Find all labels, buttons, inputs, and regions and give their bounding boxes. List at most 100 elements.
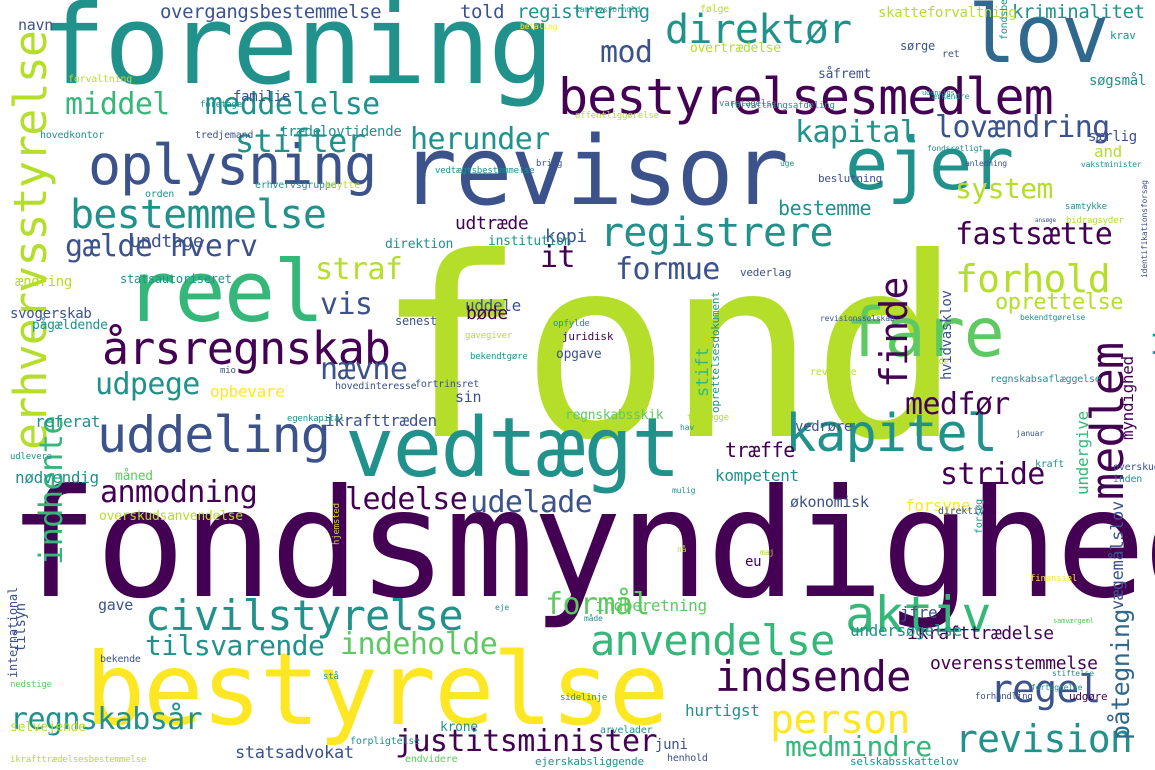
- word-juridisk: juridisk: [562, 330, 614, 343]
- word-opgave: opgave: [556, 347, 602, 362]
- word-till-gge: tillægge: [687, 413, 729, 423]
- word-vedr-re: vedrøre: [795, 419, 853, 435]
- word-indhente: indhente: [32, 415, 70, 565]
- word-bekendtg-relse: bekendtgørelse: [1020, 313, 1086, 322]
- word-stride: stride: [940, 457, 1045, 492]
- word-hovedinteresse: hovedinteresse: [335, 381, 417, 392]
- word-ans-ge: ansøge: [1035, 217, 1056, 224]
- word-samlivsforhold: samlivsforhold: [575, 5, 641, 14]
- word-unders-gelse: undersøgelse: [850, 621, 962, 640]
- word-s-rlig: særlig: [1088, 129, 1137, 145]
- word-offentligg-relse: offentliggørelse: [575, 111, 659, 121]
- word-ledelse: ledelse: [345, 482, 468, 517]
- word-eu: eu: [745, 554, 762, 570]
- word-uge: uge: [780, 159, 794, 168]
- word-ejerskabsliggende: ejerskabsliggende: [535, 755, 644, 768]
- word-ret: ret: [942, 49, 960, 60]
- word-vis: vis: [320, 287, 373, 322]
- word-selvejende: selvejende: [10, 720, 86, 735]
- word-samv-rgeml: samværgeml: [1053, 617, 1094, 625]
- word-fondsretligt: fondsretligt: [927, 144, 983, 153]
- word-anledning: anledning: [965, 159, 1007, 168]
- word-forening: forening: [40, 0, 554, 109]
- word-sta-: stå: [323, 672, 339, 682]
- word-inden: inden: [1113, 474, 1143, 485]
- word-it: it: [540, 240, 576, 275]
- word-ikrafttr-delsesbestemmelse: ikrafttrædelsesbestemmelse: [10, 755, 147, 765]
- word-medf-r: medfør: [905, 387, 1010, 422]
- word-f-lge: følge: [700, 4, 730, 15]
- word-mod: mod: [600, 35, 653, 70]
- word-direktion: direktion: [385, 237, 454, 252]
- word-straf: straf: [315, 252, 403, 287]
- word-fors-g: forsøg: [974, 499, 985, 534]
- word-navn: navn: [18, 16, 53, 34]
- word-krav: krav: [1110, 29, 1136, 42]
- word-knytte: knytte: [325, 180, 360, 191]
- word--ndring: ændring: [15, 274, 73, 290]
- word-senest: senest: [395, 314, 437, 328]
- word-samtykke: samtykke: [1065, 202, 1107, 212]
- word-fare: fare: [845, 294, 1005, 373]
- word-udtr-de: udtræde: [455, 213, 529, 234]
- word-herunder: herunder: [410, 122, 550, 157]
- word-svogerskab: svogerskab: [10, 306, 92, 322]
- word-person: person: [770, 697, 911, 743]
- word-ikrafttr-den: ikrafttræden: [325, 411, 437, 430]
- word-udlevere: udlevere: [10, 452, 52, 462]
- word-overskud: overskud: [1113, 462, 1155, 473]
- word-varetagelse: varetagelse: [719, 99, 777, 109]
- word-bestyrelsesmedlem: bestyrelsesmedlem: [558, 68, 1054, 126]
- word-sin: sin: [455, 388, 482, 406]
- word-erhvervsgruppe: erhvervsgruppe: [255, 180, 337, 191]
- word-middel: middel: [65, 87, 170, 122]
- word-forsyne: forsyne: [905, 496, 971, 515]
- word-statsadvokat: statsadvokat: [235, 743, 354, 763]
- word-n-vne: nævne: [320, 352, 408, 387]
- word-regnskabsskik: regnskabsskik: [565, 408, 664, 423]
- word-vakstminister: vakstminister: [1081, 160, 1142, 169]
- word-told: told: [460, 1, 505, 23]
- word-hurtigst: hurtigst: [685, 701, 760, 720]
- word-pa-tegning: påtegning: [1106, 609, 1135, 740]
- word-bidragsyder: bidragsyder: [1066, 216, 1124, 226]
- word-sidelinje: sidelinje: [560, 693, 608, 703]
- word-vedt-gt: vedtægt: [345, 401, 681, 496]
- word-stifter: stifter: [235, 122, 366, 160]
- word-fortegnelse: fortegnelse: [1031, 683, 1083, 692]
- word-justitsminister: justitsminister: [395, 724, 658, 759]
- word-hjemsted: hjemsted: [332, 503, 342, 545]
- word-arvelader: arvelader: [600, 725, 653, 736]
- word-oprette: oprette: [1147, 307, 1155, 430]
- word-direktiv: direktiv: [938, 506, 985, 517]
- word-orden: orden: [145, 189, 175, 200]
- word-medmindre: medmindre: [785, 730, 932, 763]
- word-indberetning: indberetning: [595, 596, 707, 615]
- word-selskabsskattelov: selskabsskattelov: [850, 755, 959, 768]
- word-statsautoriseret: statsautoriseret: [120, 272, 232, 286]
- word-foretage: foretage: [200, 100, 242, 110]
- word-ma-ned: måned: [115, 469, 153, 484]
- word-v-gema-lslov: vægemålslov: [1108, 501, 1128, 610]
- word-kopi: kopi: [545, 226, 587, 247]
- word-s-rge: sørge: [900, 39, 935, 53]
- word-udenrigs: udenrigs: [922, 89, 955, 97]
- word-beslutning: beslutning: [818, 172, 883, 185]
- word-regnskabsa-r: regnskabsår: [10, 702, 203, 737]
- word--rkendre: ærkendre: [932, 92, 970, 101]
- word-fondsmyndighed: fondsmyndighed: [8, 458, 1155, 632]
- word-identifikationsforsag: identifikationsforsag: [1140, 180, 1149, 278]
- word-institution: institution: [488, 234, 572, 249]
- word-betaling: betaling: [520, 22, 558, 31]
- word-formue: formue: [615, 252, 720, 287]
- word-forhandling: forhandling: [975, 692, 1033, 702]
- word-na-: nå: [677, 545, 687, 554]
- word--konomisk: økonomisk: [790, 493, 869, 511]
- word-fortrinsret: fortrinsret: [415, 379, 480, 390]
- word-overskudsanvendelse: overskudsanvendelse: [99, 509, 243, 524]
- word-kapital: kapital: [795, 115, 918, 150]
- word-endvidere: endvidere: [405, 754, 458, 765]
- word-henhold: henhold: [667, 753, 708, 764]
- word-juni: juni: [655, 737, 688, 753]
- word-myndighed: myndighed: [1118, 356, 1137, 440]
